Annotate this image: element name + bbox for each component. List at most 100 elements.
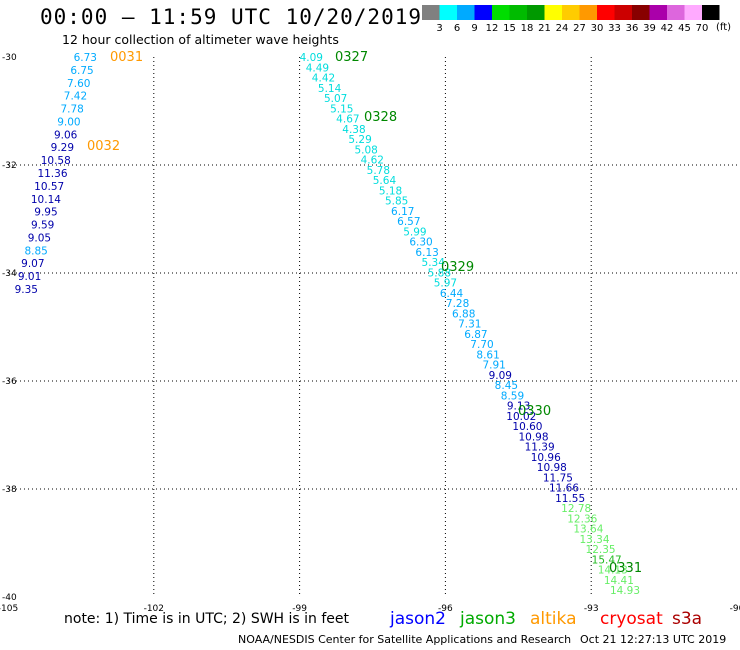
legend-cryosat: cryosat [600,609,663,629]
east-track-value: 12.35 [586,544,616,556]
west-track-value: 9.01 [18,271,41,283]
east-track-value: 6.57 [397,216,420,228]
east-track-value: 8.45 [495,380,518,392]
east-track-value: 5.78 [367,165,390,177]
scale-swatch [684,5,702,20]
west-track-value: 7.42 [64,91,87,103]
scale-swatch [422,5,440,20]
scale-tick-label: 39 [643,23,656,34]
scale-swatch [562,5,580,20]
scale-swatch [439,5,457,20]
west-track-value: 9.59 [31,220,54,232]
legend-altika: altika [530,609,577,629]
lon-tick-label: -99 [292,604,307,614]
scale-tick-label: 3 [436,23,442,34]
scale-tick-label: 12 [486,23,499,34]
scale-swatch [597,5,615,20]
east-track-value: 5.64 [373,175,397,187]
scale-tick-label: 6 [454,23,460,34]
east-track-value: 5.07 [324,93,347,105]
scale-tick-label: 21 [538,23,551,34]
scale-tick-label: 18 [521,23,534,34]
east-track-value: 4.42 [312,73,335,85]
time-label-0031: 0031 [110,50,143,65]
east-track-value: 10.96 [531,452,561,464]
time-label-0330: 0330 [518,404,551,419]
lat-tick-label: -36 [2,377,17,387]
east-track-value: 7.31 [458,319,481,331]
scale-swatch [579,5,597,20]
east-track-value: 4.67 [336,114,359,126]
lat-tick-label: -38 [2,485,17,495]
east-track-value: 6.30 [409,237,432,249]
east-track-value: 4.62 [361,155,384,167]
scale-swatch [614,5,632,20]
west-track-value: 10.58 [41,155,71,167]
east-track-value: 9.13 [507,401,530,413]
east-track-value: 5.99 [403,226,426,238]
note-text: note: 1) Time is in UTC; 2) SWH is in fe… [64,611,350,627]
lat-tick-label: -40 [2,593,17,603]
scale-swatch [667,5,685,20]
lat-tick-label: -30 [2,53,17,63]
east-track-value: 10.60 [512,421,542,433]
scale-swatch [649,5,667,20]
east-track-value: 7.28 [446,298,469,310]
west-track-value: 9.29 [51,142,74,154]
lat-tick-label: -34 [2,269,17,279]
lat-tick-label: -32 [2,161,17,171]
east-track-value: 11.39 [525,442,555,454]
west-track-value: 9.05 [28,232,51,244]
east-track-value: 14.93 [610,585,640,597]
scale-swatch [544,5,562,20]
east-track-value: 13.64 [573,524,603,536]
east-track-value: 6.88 [452,308,475,320]
scale-swatch [527,5,545,20]
scale-tick-label: 33 [608,23,621,34]
east-track-value: 5.08 [354,144,377,156]
legend-s3a: s3a [672,609,703,629]
time-label-0032: 0032 [87,139,120,154]
lon-tick-label: -96 [438,604,453,614]
lon-tick-label: -90 [730,604,740,614]
east-track-value: 4.09 [300,52,323,64]
west-track-value: 10.57 [34,181,64,193]
west-track-value: 9.95 [34,207,57,219]
east-track-value: 6.13 [415,247,438,259]
west-track-value: 8.85 [24,245,47,257]
east-track-value: 6.44 [440,288,464,300]
scale-tick-label: 24 [556,23,569,34]
lon-tick-label: -93 [584,604,599,614]
west-track-value: 9.06 [54,129,78,141]
scale-tick-label: 45 [678,23,691,34]
west-track-value: 9.35 [15,284,38,296]
east-track-value: 14.13 [598,565,628,577]
scale-swatch [702,5,720,20]
east-track-value: 5.18 [379,185,402,197]
east-track-value: 4.49 [306,62,329,74]
east-track-value: 5.34 [422,257,446,269]
map-plot: -105 -102 -99 -96 -93 -90 -30 -32 -34 -36 -38 -40 6.… [0,50,740,614]
scale-swatch [632,5,650,20]
scale-tick-label: 30 [591,23,604,34]
time-label-0327: 0327 [335,50,368,65]
west-track-value: 7.78 [60,104,83,116]
east-track-value: 11.66 [549,483,579,495]
east-track-value: 10.02 [506,411,536,423]
west-track-value: 9.07 [21,258,44,270]
west-track-value: 7.60 [67,78,90,90]
map-title: 00:00 – 11:59 UTC 10/20/2019 [40,5,423,29]
scale-swatch [474,5,492,20]
east-track-value: 5.15 [330,103,353,115]
color-scale-bar: 3 6 9 12 15 18 21 24 27 30 33 36 39 42 45 70 [422,5,720,34]
scale-swatch [509,5,527,20]
east-track-value: 4.38 [342,124,365,136]
time-label-0329: 0329 [441,260,474,275]
east-track-value: 5.14 [318,83,342,95]
east-track-value: 5.85 [385,196,408,208]
east-track-value: 5.29 [348,134,371,146]
east-track-value: 5.88 [428,267,451,279]
east-track-value: 6.87 [464,329,487,341]
legend-jason3: jason3 [460,609,516,629]
